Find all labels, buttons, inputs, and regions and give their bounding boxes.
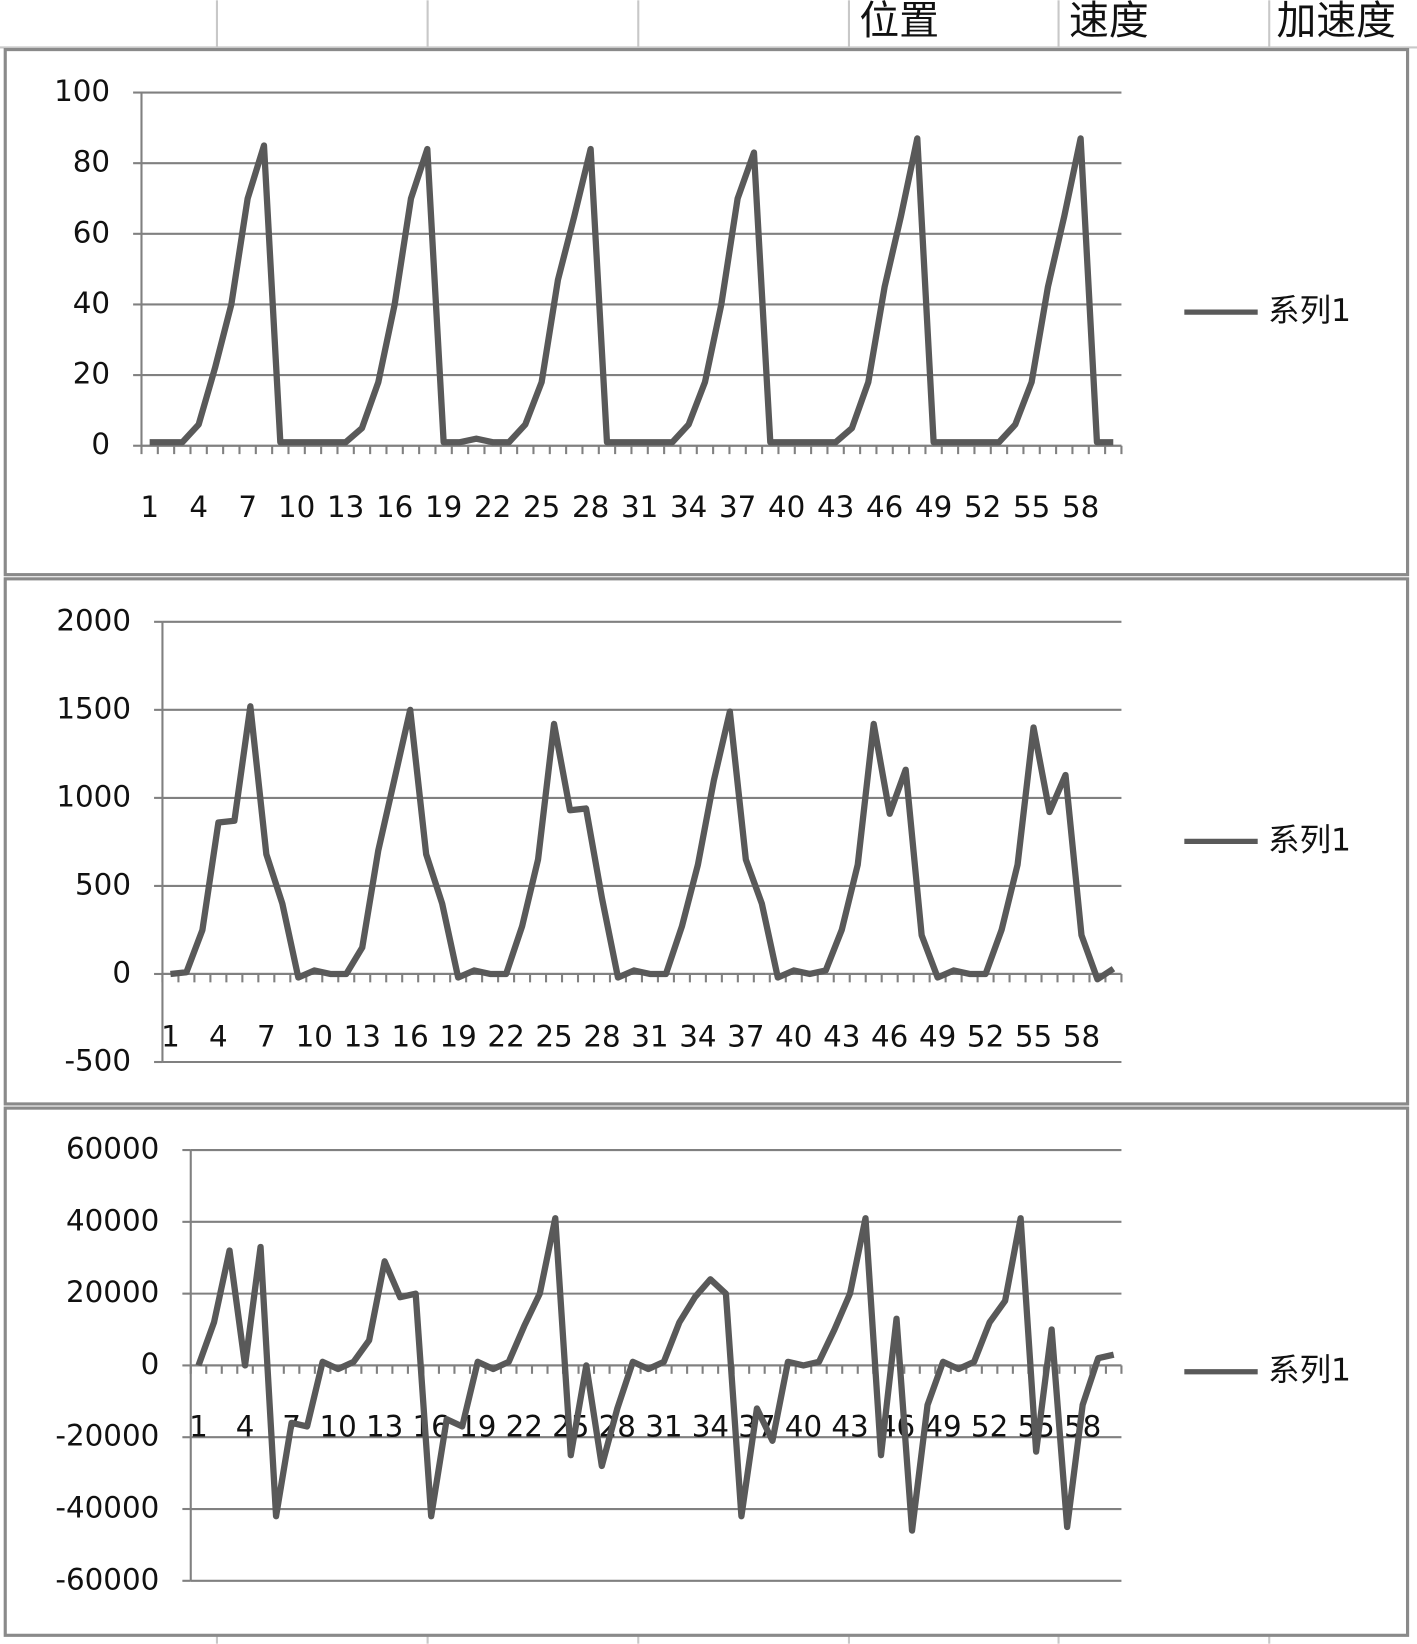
legend-label: 系列1 [1268, 293, 1351, 329]
x-tick-label: 34 [692, 1409, 729, 1443]
x-tick-label: 40 [768, 490, 805, 524]
cell-header: 加速度 [1277, 0, 1396, 44]
x-tick-label: 1 [189, 1409, 208, 1443]
x-tick-label: 13 [344, 1019, 381, 1053]
x-tick-label: 31 [631, 1019, 668, 1053]
chart-frame [3, 1106, 1410, 1637]
data-line [195, 1215, 1115, 1534]
y-tick-label: 500 [75, 867, 131, 901]
x-tick-label: 37 [719, 490, 756, 524]
x-tick-label: 34 [670, 490, 707, 524]
x-tick-label: 52 [967, 1019, 1004, 1053]
x-tick-label: 4 [189, 490, 208, 524]
x-tick-label: 25 [523, 490, 560, 524]
x-tick-label: 16 [376, 490, 413, 524]
x-tick-label: 28 [572, 490, 609, 524]
chart: -500 0 500 1000 1500 2000 1 4 7 10 13 16 19 22 25 28 31 3… [3, 577, 1410, 1106]
y-tick-label: 2000 [56, 603, 131, 637]
y-tick-label: 60 [73, 215, 110, 249]
x-tick-label: 43 [817, 490, 854, 524]
x-tick-label: 10 [296, 1019, 333, 1053]
chart-frame [3, 47, 1410, 577]
y-tick-label: 40000 [66, 1203, 159, 1237]
x-tick-label: 7 [257, 1019, 276, 1053]
cell-header: 速度 [1069, 0, 1149, 44]
legend-label: 系列1 [1268, 1353, 1351, 1389]
x-tick-label: 7 [238, 490, 257, 524]
y-tick-label: 0 [141, 1347, 160, 1381]
x-tick-label: 4 [209, 1019, 228, 1053]
x-tick-label: 13 [327, 490, 364, 524]
x-tick-label: 22 [487, 1019, 524, 1053]
y-tick-label: 20000 [66, 1275, 159, 1309]
y-tick-label: -40000 [55, 1491, 159, 1525]
x-tick-label: 31 [645, 1409, 682, 1443]
y-tick-label: -500 [64, 1044, 131, 1078]
x-tick-label: 40 [775, 1019, 812, 1053]
y-tick-label: 1500 [56, 691, 131, 725]
x-tick-label: 4 [236, 1409, 255, 1443]
x-tick-label: 22 [506, 1409, 543, 1443]
x-tick-label: 52 [971, 1409, 1008, 1443]
x-tick-label: 49 [924, 1409, 961, 1443]
x-tick-label: 49 [915, 490, 952, 524]
y-tick-label: -20000 [55, 1419, 159, 1453]
y-tick-label: 80 [73, 145, 110, 179]
y-tick-label: 0 [112, 955, 131, 989]
chart: 0 20 40 60 80 100 1 4 7 10 13 16 19 22 25 28 31 34 37 40 43 4… [3, 47, 1410, 577]
x-tick-label: 52 [964, 490, 1001, 524]
chart-frame [3, 577, 1410, 1106]
y-tick-label: 0 [91, 427, 110, 461]
x-tick-label: 34 [679, 1019, 716, 1053]
x-tick-label: 55 [1013, 490, 1050, 524]
y-tick-label: -60000 [55, 1562, 159, 1596]
y-tick-label: 1000 [56, 779, 131, 813]
x-tick-label: 19 [439, 1019, 476, 1053]
x-tick-label: 1 [161, 1019, 180, 1053]
x-tick-label: 1 [140, 490, 159, 524]
x-tick-label: 55 [1015, 1019, 1052, 1053]
x-tick-label: 10 [278, 490, 315, 524]
data-line [170, 703, 1116, 983]
x-tick-label: 58 [1063, 1019, 1100, 1053]
x-tick-label: 58 [1062, 490, 1099, 524]
cell-header: 位置 [859, 0, 939, 44]
x-tick-label: 25 [535, 1019, 572, 1053]
x-tick-label: 28 [583, 1019, 620, 1053]
x-tick-label: 22 [474, 490, 511, 524]
y-tick-label: 100 [54, 74, 110, 108]
x-tick-label: 37 [727, 1019, 764, 1053]
x-tick-label: 46 [866, 490, 903, 524]
x-tick-label: 46 [871, 1019, 908, 1053]
x-tick-label: 13 [366, 1409, 403, 1443]
x-tick-label: 16 [392, 1019, 429, 1053]
x-tick-label: 19 [425, 490, 462, 524]
x-tick-label: 43 [823, 1019, 860, 1053]
data-line [149, 135, 1114, 446]
legend-label: 系列1 [1268, 822, 1351, 858]
y-tick-label: 20 [73, 357, 110, 391]
x-tick-label: 40 [785, 1409, 822, 1443]
x-tick-label: 10 [319, 1409, 356, 1443]
x-tick-label: 49 [919, 1019, 956, 1053]
y-tick-label: 40 [73, 286, 110, 320]
x-tick-label: 43 [831, 1409, 868, 1443]
x-tick-label: 31 [621, 490, 658, 524]
y-tick-label: 60000 [66, 1132, 159, 1166]
